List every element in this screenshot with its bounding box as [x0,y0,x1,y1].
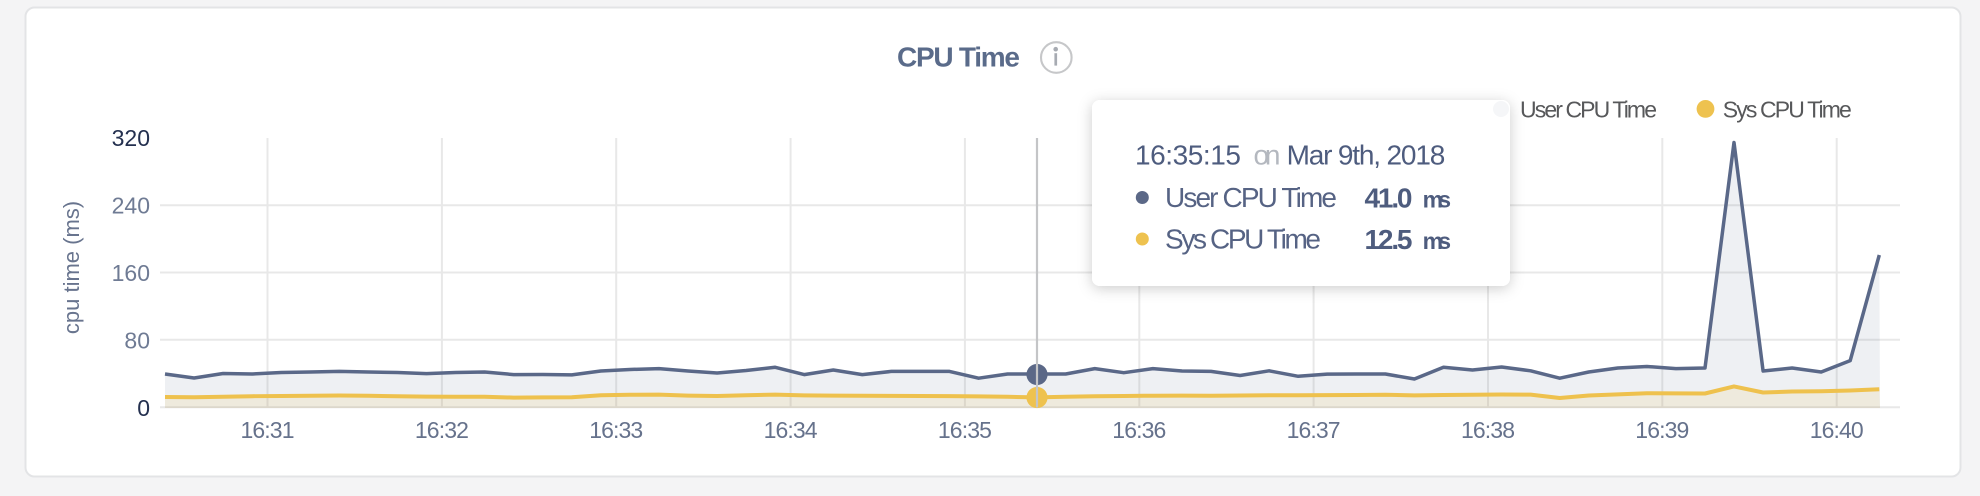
svg-text:User CPU Time: User CPU Time [1165,182,1337,213]
svg-text:User CPU Time: User CPU Time [1520,97,1657,123]
svg-text:Sys CPU Time: Sys CPU Time [1723,97,1852,123]
svg-text:41.0: 41.0 [1365,183,1413,214]
svg-text:240: 240 [112,193,150,219]
svg-text:16:31: 16:31 [241,417,295,443]
svg-text:16:39: 16:39 [1635,417,1689,443]
svg-text:on: on [1254,140,1281,171]
svg-text:16:40: 16:40 [1810,417,1864,443]
svg-text:16:33: 16:33 [589,417,643,443]
svg-text:Sys CPU Time: Sys CPU Time [1165,224,1321,255]
svg-text:16:38: 16:38 [1461,417,1515,443]
svg-text:12.5: 12.5 [1365,224,1413,255]
svg-text:cpu time (ms): cpu time (ms) [59,201,84,334]
svg-text:16:35: 16:35 [938,417,992,443]
svg-text:CPU Time: CPU Time [897,42,1020,73]
svg-text:320: 320 [112,125,150,151]
svg-text:16:35:15: 16:35:15 [1135,140,1241,171]
svg-text:ms: ms [1423,187,1452,213]
svg-text:16:36: 16:36 [1112,417,1166,443]
svg-text:Mar 9th, 2018: Mar 9th, 2018 [1287,140,1446,171]
svg-text:160: 160 [112,260,150,286]
svg-text:0: 0 [137,395,150,421]
svg-text:16:32: 16:32 [415,417,469,443]
svg-text:80: 80 [124,328,150,354]
svg-text:ms: ms [1423,228,1452,254]
svg-text:16:37: 16:37 [1287,417,1341,443]
svg-text:16:34: 16:34 [764,417,818,443]
